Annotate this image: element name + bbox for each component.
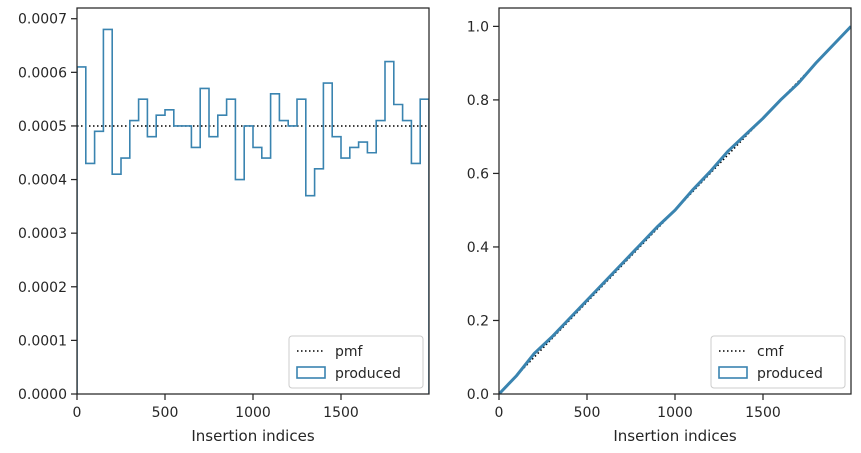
left-chart-pmf: 0 500 1000 1500 0.0000 0.0001 0.0002 0.0003 0.00… [18,7,430,445]
y-tick-label: 0.0 [467,387,489,403]
y-tick-label: 0.0007 [18,12,67,28]
legend-box [288,335,424,389]
legend-label-produced: produced [335,366,401,382]
legend-swatch-produced [718,366,748,379]
series-produced-line [499,25,851,394]
plot-area [77,28,429,394]
legend-label-cmf: cmf [757,344,784,360]
x-tick-label: 1500 [745,405,781,421]
y-tick-label: 0.8 [467,93,489,109]
legend-label-produced: produced [757,366,823,382]
x-tick-label: 1000 [235,405,271,421]
x-tick-label: 0 [73,405,82,421]
y-tick-label: 0.0006 [18,65,67,81]
legend: cmf produced [710,335,846,389]
y-tick-label: 0.6 [467,166,489,182]
y-tick-label: 0.4 [467,240,489,256]
y-tick-label: 0.2 [467,313,489,329]
x-axis-label: Insertion indices [191,427,314,445]
plot-area [499,25,851,394]
y-tick-label: 1.0 [467,19,489,35]
y-tick-label: 0.0000 [18,387,67,403]
legend-swatch-produced [296,366,326,379]
y-tick-label: 0.0003 [18,226,67,242]
x-tick-label: 500 [574,405,601,421]
legend: pmf produced [288,335,424,389]
x-axis-label: Insertion indices [613,427,736,445]
x-tick-label: 1500 [323,405,359,421]
y-tick-label: 0.0005 [18,119,67,135]
legend-label-pmf: pmf [335,344,364,360]
series-produced-line [77,28,429,394]
x-tick-label: 1000 [657,405,693,421]
y-tick-label: 0.0001 [18,333,67,349]
legend-box [710,335,846,389]
y-tick-label: 0.0004 [18,173,67,189]
x-tick-label: 500 [152,405,179,421]
x-tick-label: 0 [495,405,504,421]
right-chart-cmf: 0 500 1000 1500 0.0 0.2 0.4 0.6 0.8 1.0 Insertion … [467,7,852,445]
y-tick-label: 0.0002 [18,280,67,296]
